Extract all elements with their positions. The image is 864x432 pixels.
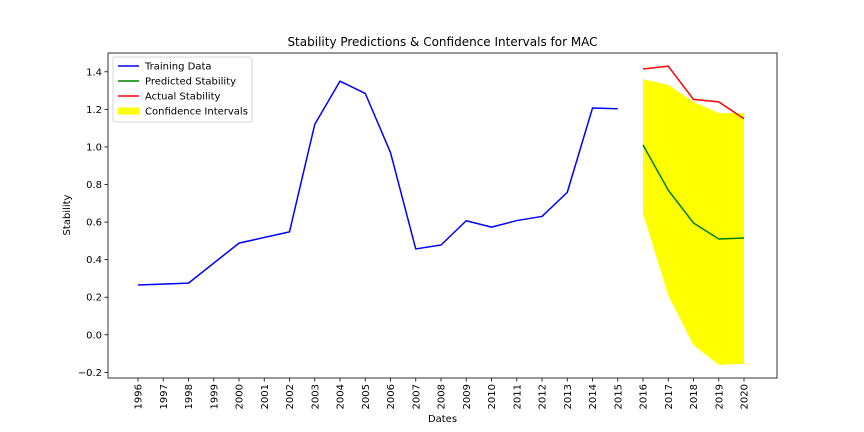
plot-area [137, 65, 745, 365]
x-tick-label: 2011 [512, 384, 523, 409]
x-tick-label: 1997 [159, 384, 170, 409]
y-tick-label: 1.2 [86, 105, 102, 116]
plot-frame [107, 52, 778, 379]
x-tick-label: 2002 [285, 384, 296, 409]
x-tick-label: 2018 [689, 384, 700, 409]
y-tick-label: 0.2 [86, 293, 102, 304]
x-tick-label: 2005 [361, 384, 372, 409]
y-tick-label: 0.4 [86, 255, 102, 266]
x-tick-label: 2019 [714, 384, 725, 409]
legend: Training Data Predicted Stability Actual S… [112, 56, 253, 123]
x-tick-label: 1998 [184, 384, 195, 409]
legend-box [112, 56, 253, 123]
legend-swatch-confidence-intervals [118, 107, 139, 115]
x-tick-label: 2015 [613, 384, 624, 409]
x-tick-label: 2003 [310, 384, 321, 409]
x-tick-label: 2020 [740, 384, 751, 409]
legend-label-actual-stability: Actual Stability [145, 92, 221, 103]
x-tick-label: 2010 [487, 384, 498, 409]
x-tick-label: 2017 [664, 384, 675, 409]
y-tick-label: 0.8 [86, 180, 102, 191]
y-tick-label: 0.0 [86, 330, 102, 341]
x-tick-label: 2006 [386, 384, 397, 409]
y-axis-label: Stability [62, 194, 73, 235]
x-tick-label: 2004 [336, 384, 347, 409]
legend-label-confidence-intervals: Confidence Intervals [145, 107, 248, 118]
x-tick-label: 2000 [235, 384, 246, 409]
axes: −0.2 0.0 0.2 0.4 0.6 0.8 1.0 1.2 1.4 1996 1997 1998… [78, 52, 778, 409]
legend-label-predicted-stability: Predicted Stability [145, 77, 236, 88]
x-tick-label: 1996 [134, 384, 145, 409]
y-tick-label: −0.2 [78, 368, 102, 379]
x-tick-label: 2007 [411, 384, 422, 409]
x-tick-label: 2012 [538, 384, 549, 409]
x-axis-label: Dates [428, 414, 457, 425]
chart-title: Stability Predictions & Confidence Inter… [287, 35, 597, 49]
legend-label-training-data: Training Data [144, 62, 212, 73]
x-tick-label: 2014 [588, 384, 599, 409]
y-tick-label: 1.0 [86, 142, 102, 153]
y-tick-label: 0.6 [86, 218, 102, 229]
x-tick-label: 2013 [563, 384, 574, 409]
x-tick-label: 2009 [462, 384, 473, 409]
x-tick-label: 2008 [437, 384, 448, 409]
x-tick-label: 2016 [639, 384, 650, 409]
y-tick-label: 1.4 [86, 67, 102, 78]
x-tick-label: 1999 [209, 384, 220, 409]
x-tick-label: 2001 [260, 384, 271, 409]
